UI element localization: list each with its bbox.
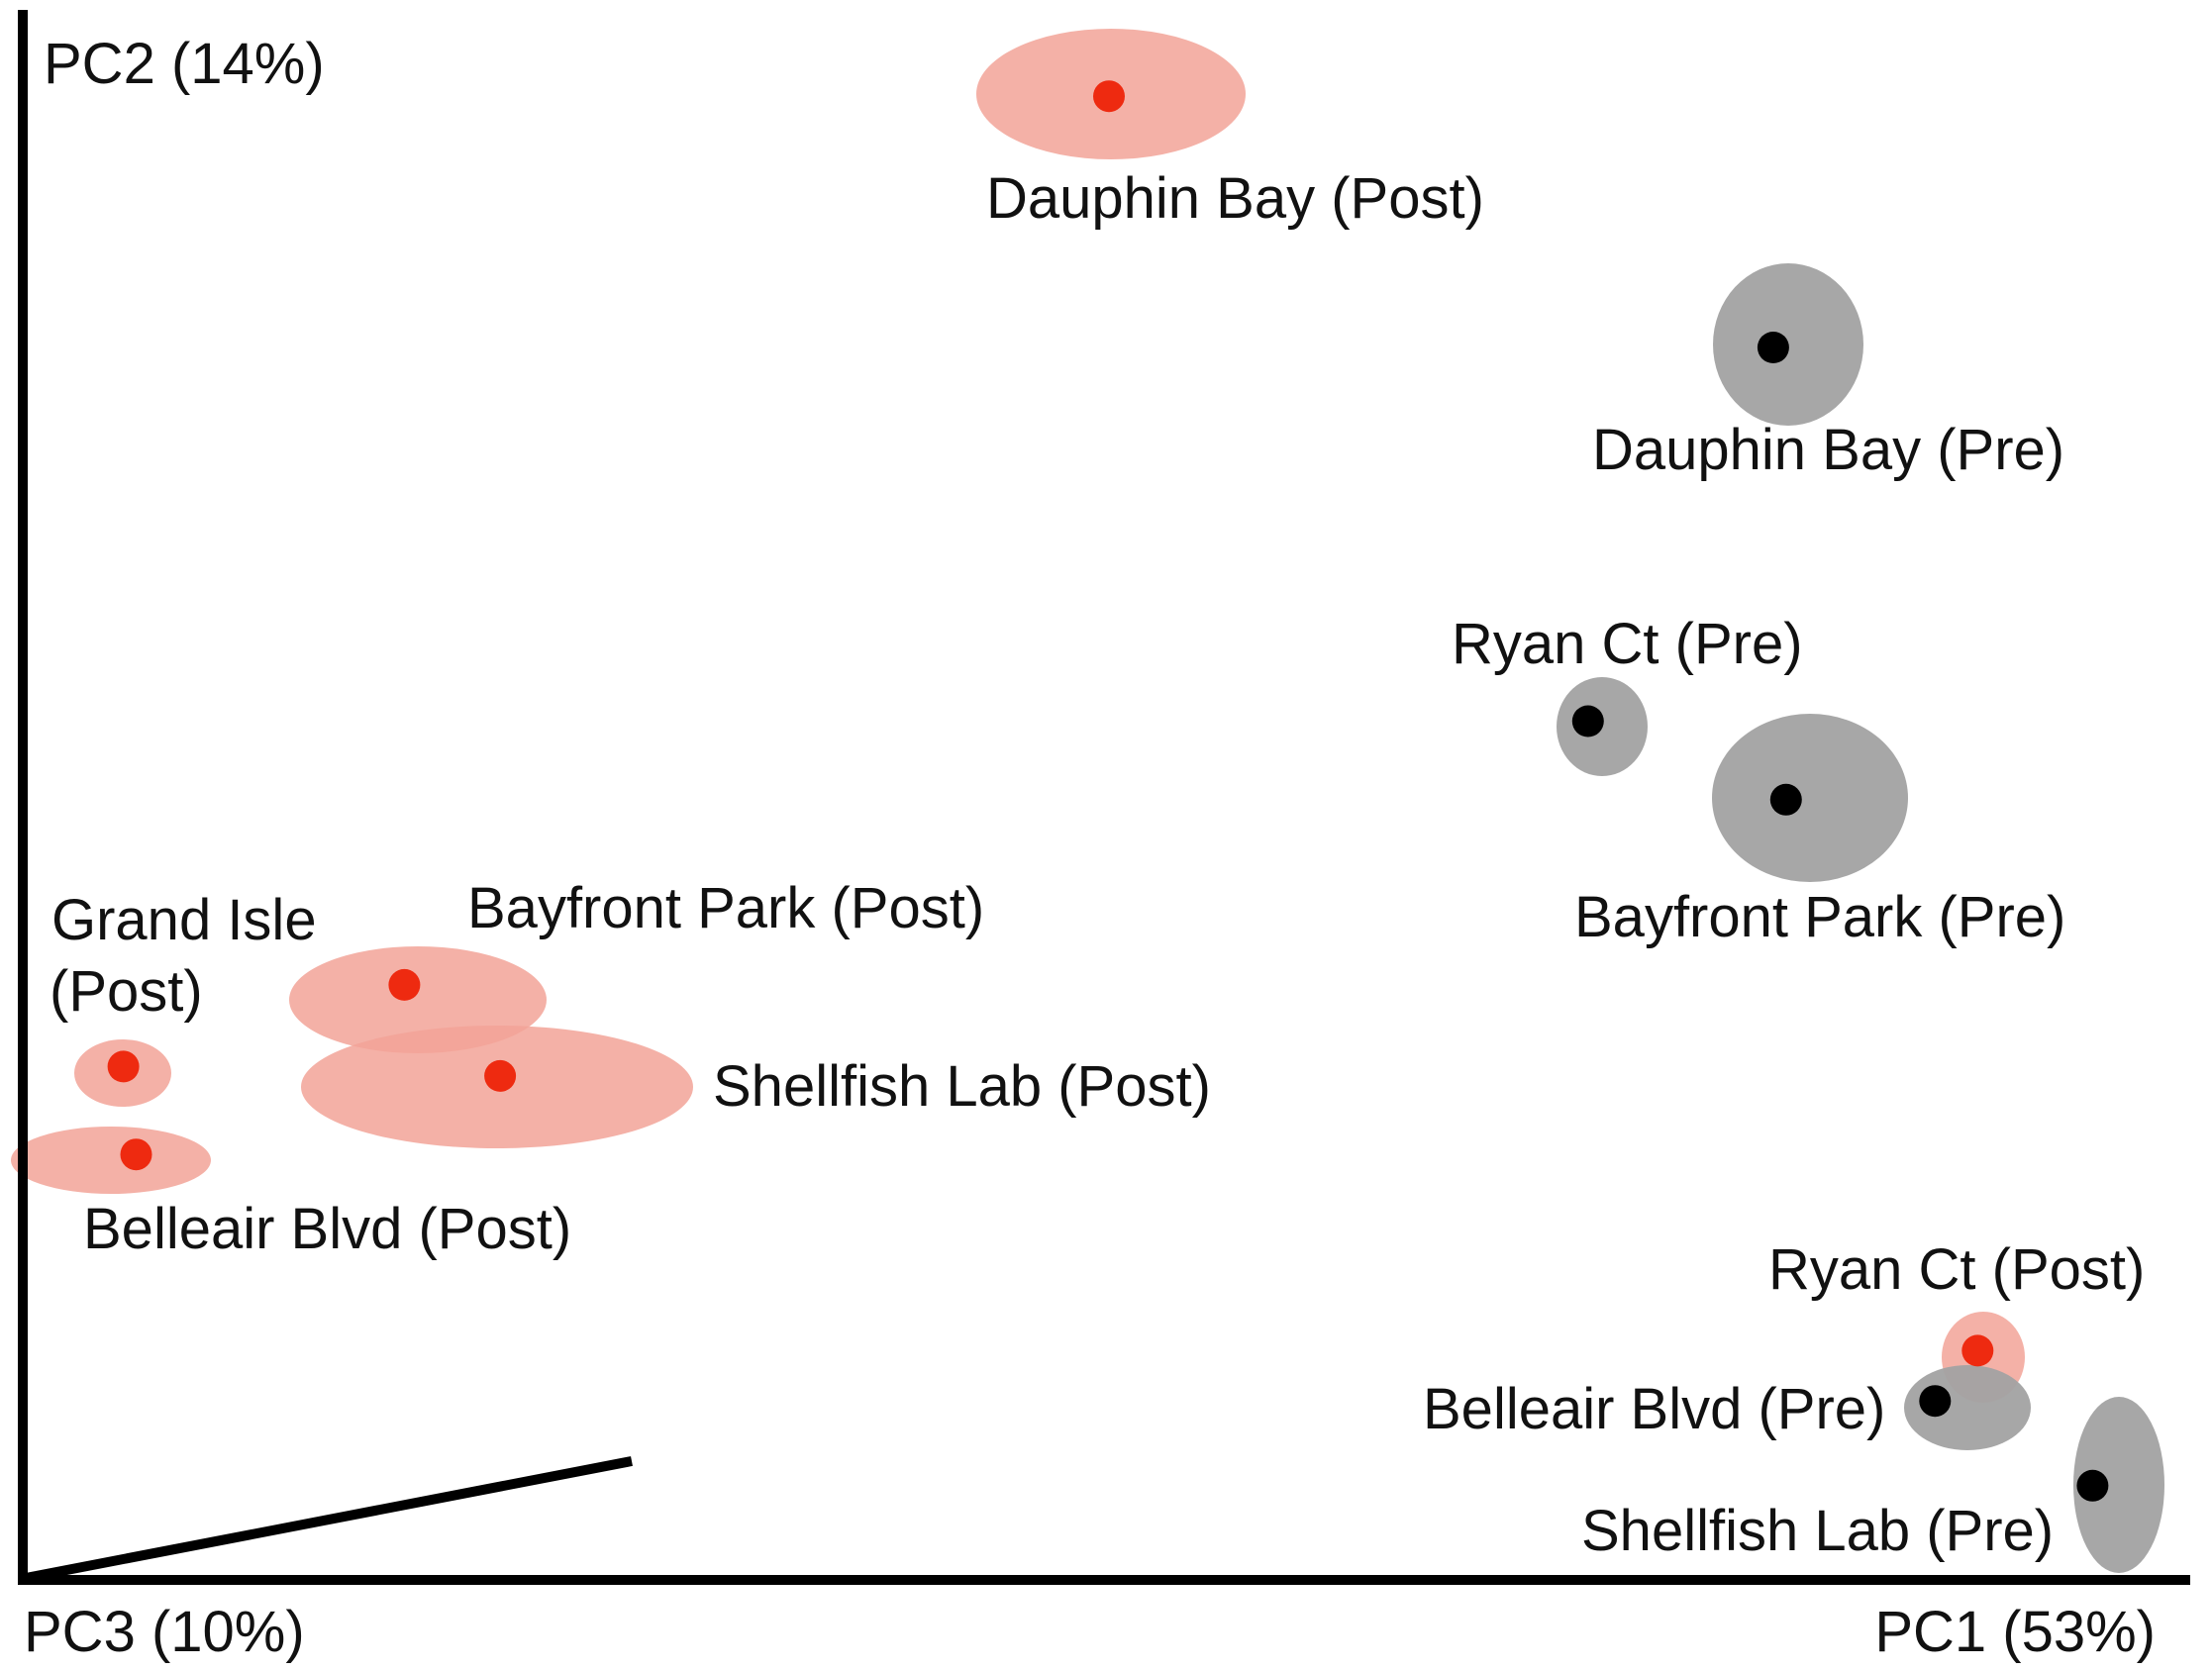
label-belleair-blvd-post: Belleair Blvd (Post)	[83, 1197, 571, 1261]
point-dauphin-bay-post	[1093, 80, 1125, 113]
label-grand-isle-post-line1: Grand Isle	[51, 888, 317, 952]
point-ryan-ct-pre	[1571, 705, 1604, 737]
point-layer	[107, 80, 2109, 1502]
label-dauphin-bay-pre: Dauphin Bay (Pre)	[1592, 418, 2064, 482]
label-bayfront-park-post: Bayfront Park (Post)	[467, 876, 984, 940]
point-belleair-blvd-post	[120, 1138, 152, 1171]
axis-label-pc1: PC1 (53%)	[1874, 1600, 2156, 1664]
label-ryan-ct-pre: Ryan Ct (Pre)	[1452, 612, 1803, 676]
label-bayfront-park-pre: Bayfront Park (Pre)	[1574, 885, 2065, 949]
label-belleair-blvd-pre: Belleair Blvd (Pre)	[1423, 1377, 1885, 1441]
ellipse-shellfish-lab-pre	[2073, 1397, 2164, 1573]
point-grand-isle-post	[107, 1050, 140, 1083]
point-bayfront-park-pre	[1769, 783, 1802, 816]
point-shellfish-lab-pre	[2076, 1469, 2109, 1502]
label-shellfish-lab-post: Shellfish Lab (Post)	[713, 1054, 1211, 1119]
point-shellfish-lab-post	[484, 1059, 517, 1092]
label-grand-isle-post-line2: (Post)	[50, 959, 203, 1024]
point-dauphin-bay-pre	[1757, 332, 1789, 363]
label-ryan-ct-post: Ryan Ct (Post)	[1768, 1237, 2145, 1302]
axis-label-pc2: PC2 (14%)	[44, 32, 325, 96]
ellipse-bayfront-park-pre	[1712, 714, 1908, 882]
label-shellfish-lab-pre: Shellfish Lab (Pre)	[1581, 1499, 2054, 1563]
ellipse-layer	[11, 29, 2164, 1573]
axis-label-pc3: PC3 (10%)	[24, 1600, 305, 1664]
point-bayfront-park-post	[388, 968, 421, 1001]
label-dauphin-bay-post: Dauphin Bay (Post)	[986, 166, 1484, 231]
point-belleair-blvd-pre	[1919, 1385, 1952, 1418]
label-layer: PC2 (14%) PC3 (10%) PC1 (53%) Dauphin Ba…	[24, 32, 2156, 1664]
axes	[18, 10, 2190, 1585]
ellipse-belleair-blvd-post	[11, 1127, 211, 1194]
point-ryan-ct-post	[1961, 1334, 1994, 1367]
z-axis-line	[25, 1456, 633, 1583]
